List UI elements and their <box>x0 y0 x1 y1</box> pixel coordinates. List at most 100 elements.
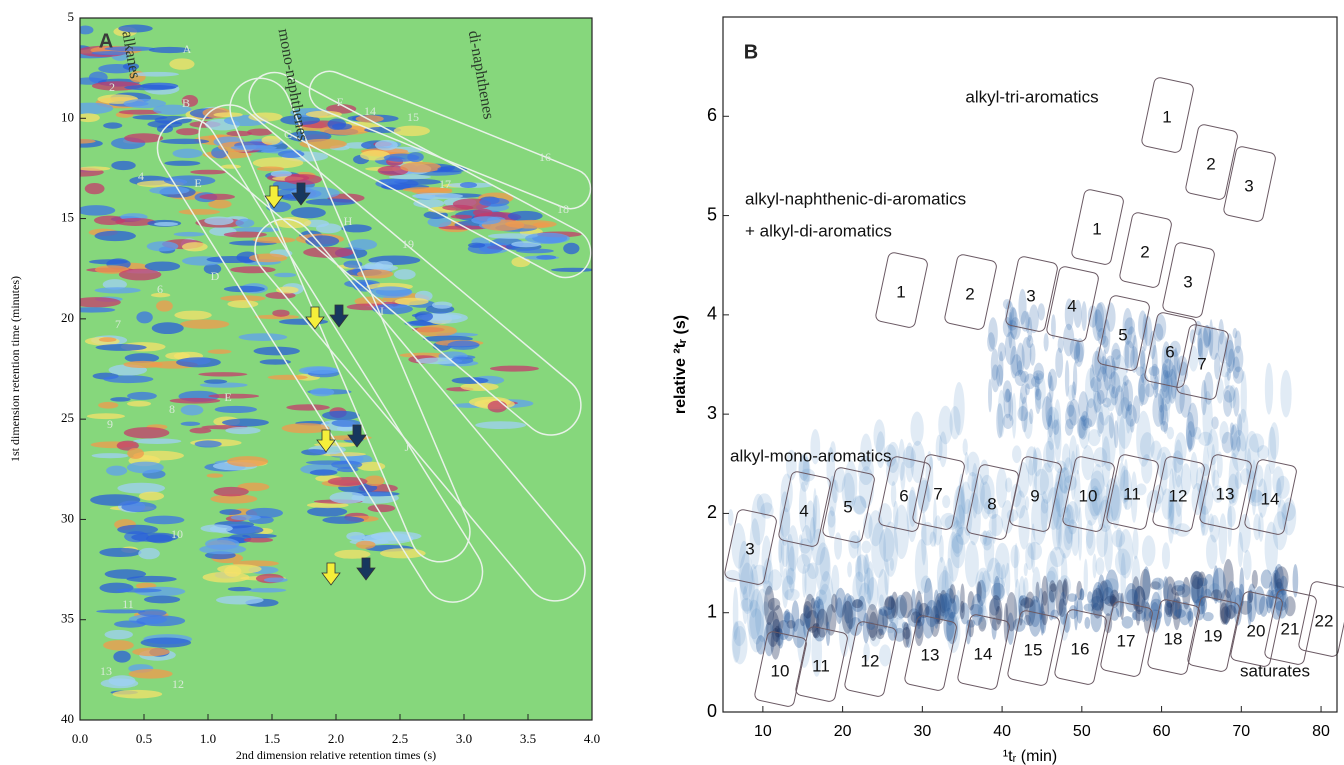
annotation: 2 <box>1206 154 1215 173</box>
heat-blob <box>1062 485 1069 514</box>
heat-blob <box>786 620 796 629</box>
heat-blob <box>226 130 252 137</box>
heat-blob <box>291 207 326 219</box>
heat-blob <box>1226 367 1232 381</box>
heat-blob <box>1200 463 1210 477</box>
heat-blob <box>189 427 212 434</box>
heat-blob <box>124 353 160 363</box>
heat-blob <box>784 609 791 624</box>
heat-blob <box>1174 523 1191 537</box>
heat-blob <box>876 628 885 640</box>
heat-blob <box>1237 531 1244 568</box>
heat-blob <box>1058 598 1066 618</box>
heat-blob <box>1251 570 1258 589</box>
heat-blob <box>393 269 416 280</box>
heat-blob <box>1095 557 1105 576</box>
heat-blob <box>922 605 935 639</box>
heat-blob <box>1238 513 1251 553</box>
heat-blob <box>95 343 147 351</box>
heat-blob <box>1266 594 1272 614</box>
heat-blob <box>1233 594 1243 626</box>
heat-blob <box>1046 406 1060 429</box>
heat-blob <box>360 150 391 161</box>
heat-blob <box>1091 587 1104 619</box>
heat-blob <box>242 533 277 539</box>
heat-blob <box>220 164 242 169</box>
heat-blob <box>1179 384 1192 418</box>
heat-blob <box>1163 576 1169 602</box>
x-tick-label: 3.5 <box>520 731 536 746</box>
heat-blob <box>80 25 94 35</box>
heat-blob <box>1244 430 1260 480</box>
heat-blob <box>372 303 413 315</box>
heat-blob <box>217 564 262 574</box>
heat-blob <box>1129 418 1135 433</box>
heat-blob <box>947 598 957 619</box>
heat-blob <box>172 148 203 159</box>
heat-blob <box>1228 348 1235 372</box>
heat-blob <box>1011 354 1023 377</box>
y-tick-label: 30 <box>61 510 74 525</box>
heat-blob <box>1012 618 1026 632</box>
heat-blob <box>1057 336 1064 353</box>
heat-blob <box>1276 578 1283 589</box>
heat-blob <box>505 219 557 229</box>
region-outline <box>875 252 928 328</box>
heat-blob <box>797 612 812 668</box>
heat-blob <box>525 232 570 244</box>
annotation: D <box>211 269 220 283</box>
heat-blob <box>199 193 235 200</box>
heat-blob <box>1139 346 1146 369</box>
heat-blob <box>90 494 141 506</box>
heat-blob <box>1174 432 1187 466</box>
heat-blob <box>1090 602 1102 633</box>
heat-blob <box>732 620 746 647</box>
heat-blob <box>215 595 264 605</box>
heat-blob <box>727 509 734 526</box>
heat-blob <box>235 218 255 228</box>
heat-blob <box>1225 339 1235 374</box>
heat-blob <box>136 615 186 627</box>
heat-blob <box>305 235 340 247</box>
heat-blob <box>214 405 258 414</box>
heat-blob <box>921 521 934 546</box>
heat-blob <box>459 181 478 189</box>
heat-blob <box>1090 470 1105 496</box>
annotation: 6 <box>1165 342 1174 361</box>
heat-blob <box>983 529 995 573</box>
heat-blob <box>1083 558 1088 598</box>
heat-blob <box>1123 495 1132 510</box>
heat-blob <box>951 520 964 558</box>
heat-blob <box>1041 575 1049 606</box>
heat-blob <box>949 405 961 440</box>
annotation: 2 <box>109 80 115 94</box>
heat-blob <box>1073 340 1081 364</box>
heat-blob <box>1275 475 1290 500</box>
heat-blob <box>1280 369 1292 418</box>
heat-blob <box>1075 444 1080 475</box>
heat-blob <box>412 192 464 200</box>
heat-blob <box>988 317 998 350</box>
heat-blob <box>964 540 979 588</box>
heat-blob <box>1119 465 1129 504</box>
heat-blob <box>1090 595 1104 611</box>
heat-blob <box>955 526 970 545</box>
heat-blob <box>1161 341 1171 380</box>
region-outline <box>1230 591 1283 667</box>
heat-blob <box>1221 431 1234 454</box>
heat-blob <box>1153 323 1164 342</box>
heat-blob <box>994 542 1010 580</box>
region <box>229 77 471 563</box>
heat-blob <box>918 602 930 619</box>
heat-blob <box>877 608 884 636</box>
heat-blob <box>1081 301 1087 332</box>
heat-blob <box>305 110 342 118</box>
heat-blob <box>1031 493 1048 545</box>
heat-blob <box>128 669 173 679</box>
heat-blob <box>1232 366 1244 384</box>
heat-blob <box>1120 381 1130 420</box>
heat-blob <box>138 547 160 560</box>
heat-blob <box>762 601 769 616</box>
heat-blob <box>132 438 182 444</box>
heat-blob <box>1074 469 1081 523</box>
